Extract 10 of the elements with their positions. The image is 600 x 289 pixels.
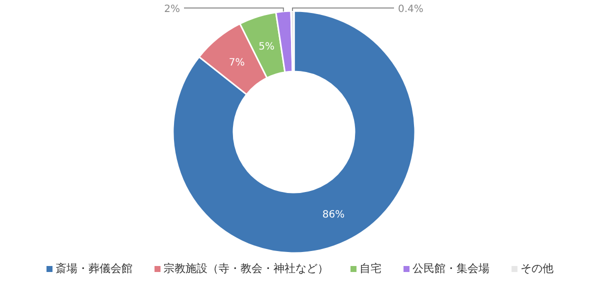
data-label: 86% <box>322 210 345 221</box>
data-label: 0.4% <box>398 4 424 15</box>
legend-label: その他 <box>520 262 554 275</box>
data-label: 7% <box>228 58 245 69</box>
data-label: 5% <box>258 41 275 52</box>
data-label: 2% <box>164 4 180 15</box>
legend-label: 公民館・集会場 <box>412 262 490 275</box>
legend-label: 自宅 <box>360 262 382 275</box>
legend-label: 斎場・葬儀会館 <box>56 262 132 275</box>
legend-label: 宗教施設（寺・教会・神社など） <box>164 262 328 275</box>
